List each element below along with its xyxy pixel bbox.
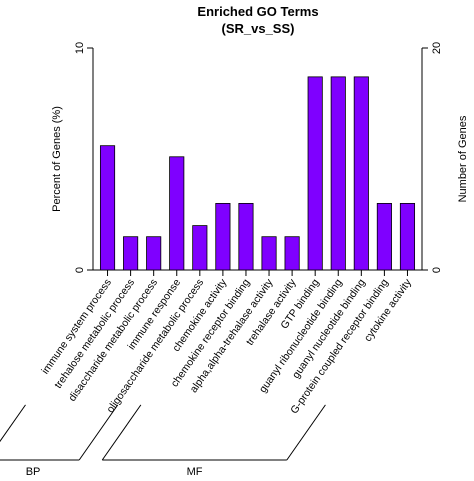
bar [284, 236, 300, 271]
group-bracket-arm [101, 404, 142, 461]
bar [192, 225, 208, 271]
bar [238, 202, 254, 271]
bar [99, 145, 116, 271]
bar [123, 236, 139, 271]
group-bracket-arm [78, 404, 119, 461]
bar [169, 156, 185, 271]
group-brackets: BP MF [0, 404, 326, 478]
y-tick-label-right: 20 [431, 42, 443, 54]
bar [307, 76, 323, 271]
bar [146, 236, 162, 271]
bar [376, 202, 392, 271]
group-bracket-arm [286, 404, 326, 461]
bar [215, 202, 231, 271]
group-label: MF [187, 466, 203, 478]
y-axis-label-right: Number of Genes [457, 115, 469, 202]
bar [330, 76, 346, 271]
bar [399, 202, 416, 271]
chart-title: Enriched GO Terms [197, 4, 318, 19]
bar [353, 76, 369, 271]
bars [99, 76, 416, 271]
y-axis-label-left: Percent of Genes (%) [51, 106, 63, 212]
group-bracket-arm [0, 404, 26, 443]
y-tick-label-right: 0 [431, 267, 443, 273]
group-label: BP [26, 466, 41, 478]
y-tick-label-left: 0 [74, 267, 86, 273]
chart-subtitle: (SR_vs_SS) [222, 21, 295, 36]
bar [261, 236, 277, 271]
y-tick-label-left: 10 [74, 42, 86, 54]
